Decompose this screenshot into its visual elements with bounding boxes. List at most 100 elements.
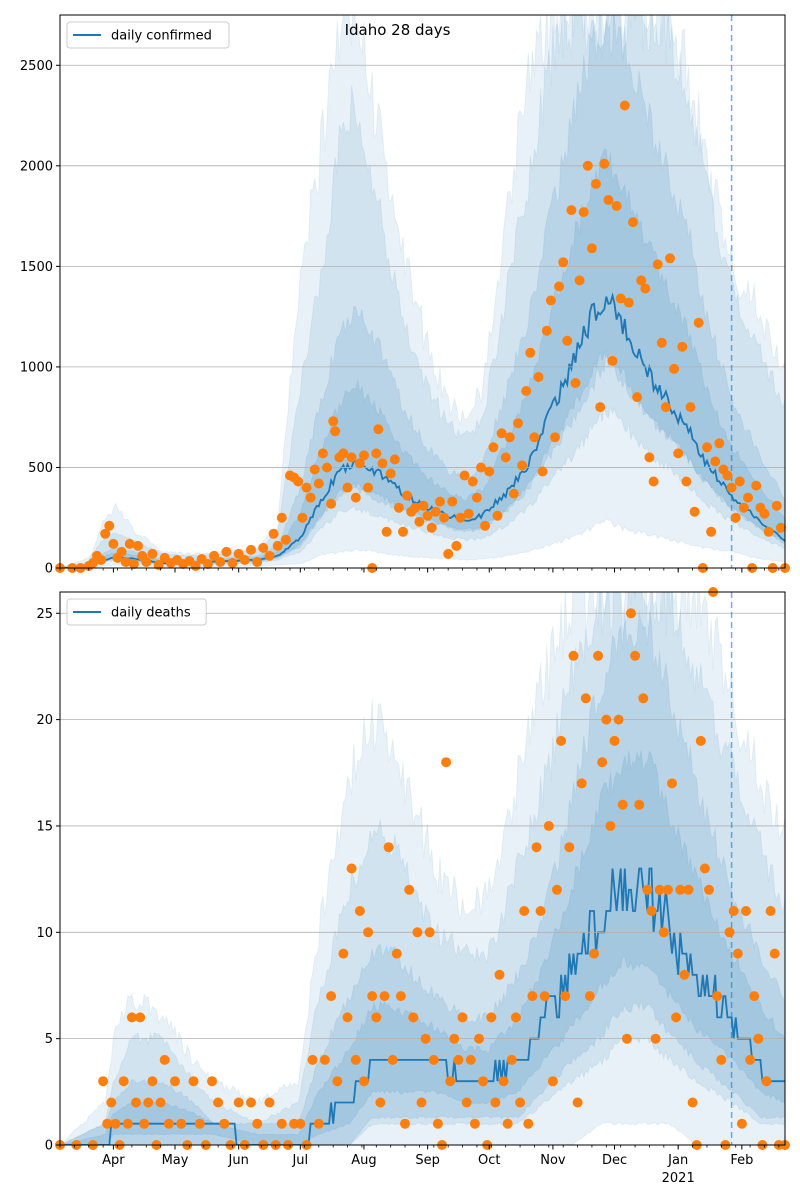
- data-point: [523, 1118, 534, 1129]
- data-point: [432, 1118, 443, 1129]
- legend: daily deaths: [66, 598, 207, 626]
- data-point: [272, 540, 283, 551]
- data-point: [389, 454, 400, 465]
- data-point: [550, 432, 560, 443]
- outer-interval-band: [60, 592, 785, 1145]
- data-point: [381, 526, 392, 537]
- data-point: [453, 1054, 464, 1065]
- data-point: [110, 1118, 121, 1129]
- x-tick-label: Feb: [730, 1153, 753, 1168]
- data-point: [558, 257, 569, 268]
- data-point: [359, 1076, 369, 1087]
- data-point: [543, 821, 554, 831]
- data-point: [574, 275, 585, 286]
- data-point: [660, 402, 671, 413]
- data-point: [367, 991, 378, 1002]
- data-point: [751, 480, 762, 491]
- data-point: [363, 482, 374, 493]
- data-point: [623, 297, 634, 308]
- data-point: [504, 432, 515, 443]
- data-point: [597, 757, 608, 768]
- data-point: [420, 1033, 431, 1044]
- data-point: [531, 842, 542, 853]
- data-point: [673, 448, 684, 459]
- chart-title: Idaho 28 days: [345, 21, 451, 39]
- data-point: [693, 317, 704, 328]
- data-point: [632, 392, 643, 403]
- data-point: [219, 1118, 230, 1129]
- data-point: [685, 402, 696, 413]
- data-point: [416, 1097, 427, 1108]
- data-point: [628, 217, 638, 228]
- data-point: [572, 1097, 583, 1108]
- data-point: [500, 452, 511, 463]
- data-point: [194, 1118, 205, 1129]
- data-point: [669, 363, 680, 374]
- data-point: [474, 1033, 484, 1044]
- data-point: [769, 948, 780, 959]
- data-point: [738, 502, 749, 513]
- data-point: [398, 526, 408, 537]
- y-tick-label: 2000: [20, 159, 53, 174]
- x-tick-label: Oct: [478, 1153, 500, 1168]
- data-point: [478, 1076, 489, 1087]
- data-point: [410, 502, 421, 513]
- data-point: [252, 1118, 263, 1129]
- wide-interval-band: [60, 592, 785, 1145]
- data-point: [108, 538, 119, 549]
- data-point: [400, 1118, 410, 1129]
- data-point: [328, 416, 339, 427]
- data-point: [689, 506, 700, 517]
- data-point: [188, 1076, 199, 1087]
- data-point: [508, 488, 519, 499]
- data-point: [667, 778, 677, 789]
- data-point: [305, 492, 316, 503]
- legend-box: [66, 21, 230, 49]
- data-point: [506, 1054, 517, 1065]
- data-point: [513, 418, 523, 429]
- data-point: [126, 1012, 137, 1023]
- data-point: [439, 512, 450, 523]
- data-point: [159, 1054, 170, 1065]
- y-tick-label: 5: [45, 1032, 53, 1047]
- data-point: [484, 466, 495, 477]
- data-point: [515, 1097, 526, 1108]
- data-point: [424, 927, 435, 938]
- data-point: [155, 1097, 166, 1108]
- data-point: [654, 884, 665, 895]
- data-point: [771, 500, 782, 511]
- data-point: [118, 1076, 129, 1087]
- data-point: [580, 693, 591, 704]
- data-point: [753, 1033, 764, 1044]
- data-point: [568, 650, 579, 661]
- data-point: [613, 714, 624, 725]
- data-point: [679, 969, 690, 980]
- data-point: [644, 452, 655, 463]
- data-point: [209, 550, 219, 561]
- data-point: [726, 482, 737, 493]
- y-tick-label: 0: [45, 562, 53, 577]
- data-point: [377, 458, 388, 469]
- data-point: [642, 884, 653, 895]
- data-point: [139, 1118, 150, 1129]
- y-tick-label: 0: [45, 1139, 53, 1154]
- data-point: [570, 378, 581, 388]
- data-point: [393, 502, 404, 513]
- data-point: [601, 714, 612, 725]
- data-point: [106, 1097, 117, 1108]
- data-point: [494, 969, 505, 980]
- data-point: [428, 1054, 439, 1065]
- data-point: [213, 1097, 224, 1108]
- data-point: [611, 201, 622, 211]
- data-point: [373, 424, 384, 435]
- data-point: [435, 496, 445, 507]
- data-point: [539, 991, 550, 1002]
- data-point: [227, 558, 238, 568]
- data-point: [354, 906, 365, 916]
- data-point: [404, 884, 415, 895]
- data-point: [658, 927, 669, 938]
- data-point: [650, 1033, 661, 1044]
- data-point: [371, 448, 382, 459]
- data-point: [699, 863, 710, 874]
- data-point: [176, 1118, 187, 1129]
